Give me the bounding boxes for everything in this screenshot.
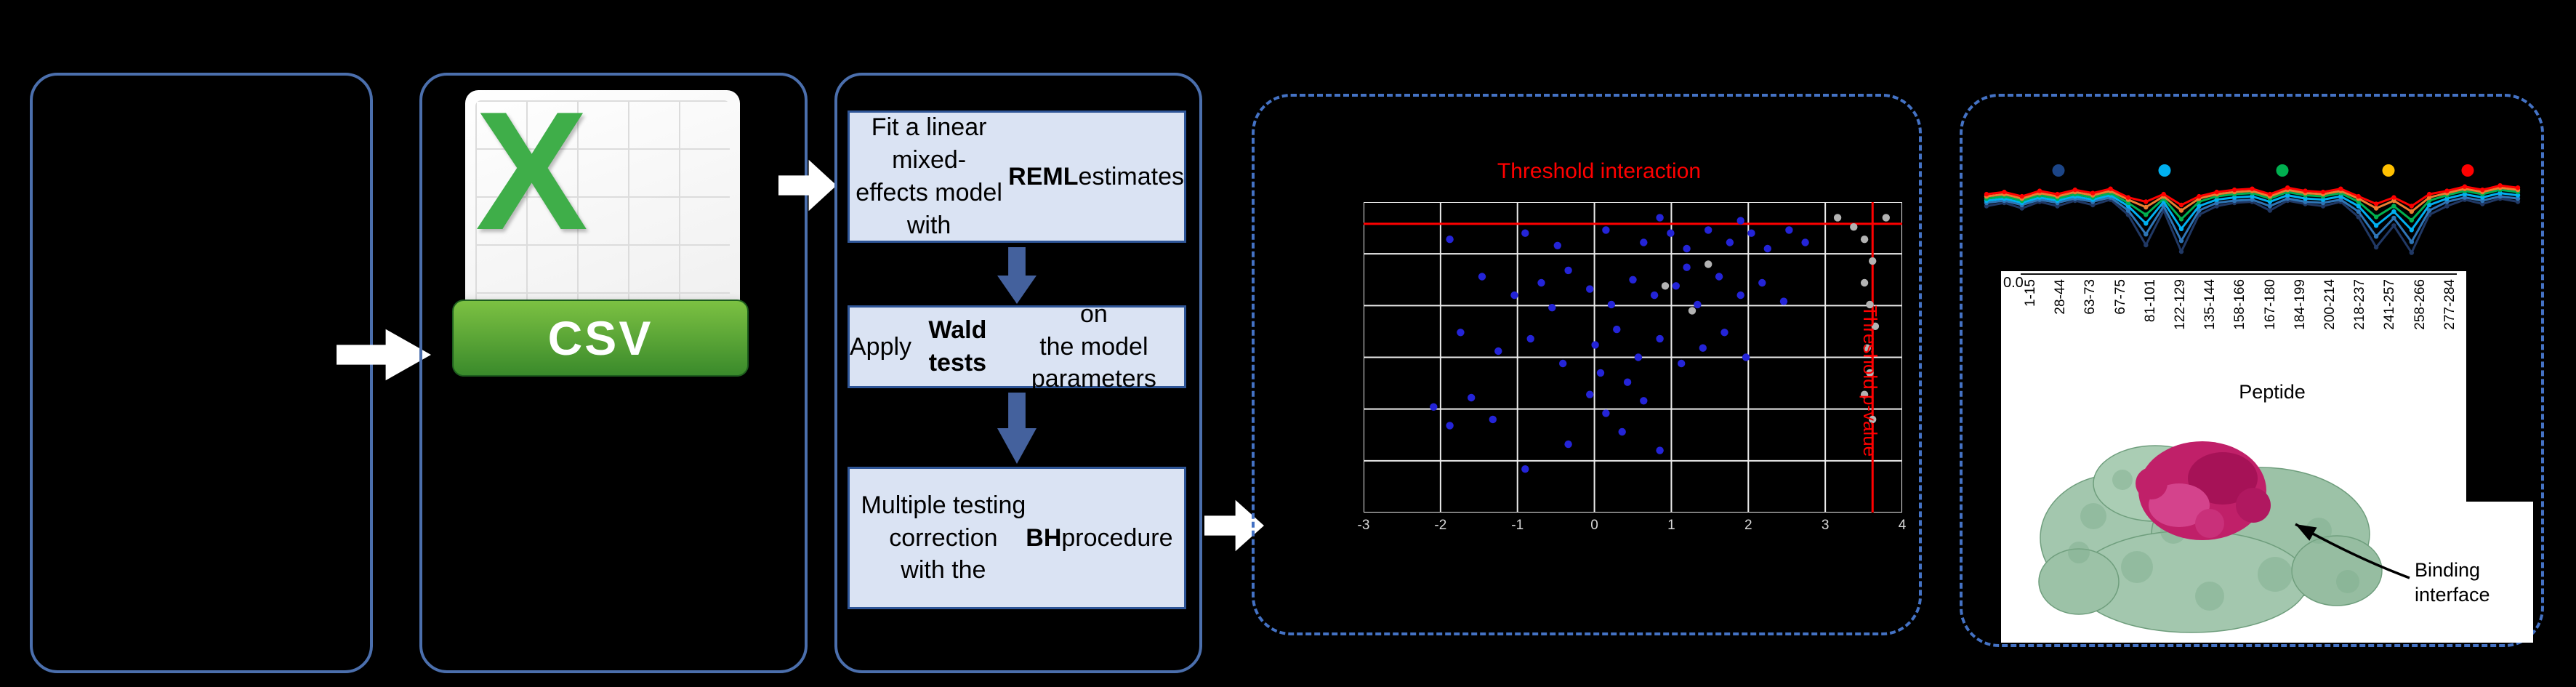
binding-interface-label: Binding interface: [2415, 559, 2490, 606]
protein-structure: [2038, 441, 2383, 633]
scatter-points-significant: [1430, 214, 1809, 473]
deuterium-uptake-chart: [1984, 183, 2521, 255]
step-box-fit-model: Fit a linear mixed- effects model with R…: [848, 111, 1186, 243]
x-tick-label: 2: [1744, 518, 1752, 533]
csv-banner: CSV: [452, 300, 749, 377]
x-tick-label: -3: [1357, 518, 1370, 533]
peptide-tick-label: 135-144: [2202, 279, 2218, 330]
peptide-tick-label: 277-284: [2442, 279, 2458, 330]
timepoint-legend: [1979, 164, 2525, 179]
timepoint-dot-icon: [2052, 164, 2065, 177]
peptide-tick-label: 200-214: [2322, 279, 2338, 330]
volcano-x-axis: -3 -2 -1 0 1 2 3 4: [1358, 518, 1907, 537]
panel-structure-result: [1960, 94, 2544, 647]
peptide-tick-label: 28-44: [2053, 279, 2069, 315]
timepoint-dot-icon: [2461, 164, 2474, 177]
peptide-tick-label: 184-199: [2292, 279, 2308, 330]
step-box-bh-correction: Multiple testing correction with the BH …: [848, 467, 1186, 609]
step-box-wald-tests: Apply Wald tests on the model parameters: [848, 300, 1186, 393]
volcano-plot: [1364, 202, 1902, 513]
peptide-tick-label: 241-257: [2382, 279, 2398, 330]
uptake-y-tick-label: 0.0: [2003, 275, 2024, 291]
x-tick-label: 4: [1898, 518, 1907, 533]
peptide-tick-label: 258-266: [2412, 279, 2428, 330]
threshold-interaction-label: Threshold interaction: [1497, 159, 1702, 183]
uptake-x-axis-line: [2021, 273, 2457, 275]
excel-x-icon: X: [475, 77, 588, 265]
panel-statistical-model: [834, 73, 1202, 673]
panel-csv: [419, 73, 808, 673]
peptide-tick-label: 81-101: [2142, 279, 2158, 323]
panel-volcano-result: [1252, 94, 1922, 635]
binding-region: [2136, 441, 2271, 540]
peptide-axis-title: Peptide: [2239, 381, 2306, 403]
x-tick-label: -1: [1511, 518, 1524, 533]
x-tick-label: 3: [1821, 518, 1830, 533]
peptide-tick-label: 122-129: [2173, 279, 2189, 330]
x-tick-label: -2: [1434, 518, 1447, 533]
structure-image-background: [2466, 502, 2533, 643]
peptide-axis: 1-15 28-44 63-73 67-75 81-101 122-129 135-144 1…: [2023, 279, 2458, 381]
peptide-tick-label: 167-180: [2262, 279, 2278, 330]
peptide-tick-label: 67-75: [2112, 279, 2128, 315]
peptide-tick-label: 1-15: [2023, 279, 2038, 308]
timepoint-dot-icon: [2158, 164, 2171, 177]
threshold-pvalue-label: Threshold p-value: [1859, 305, 1881, 457]
binding-interface-arrow-icon: [2295, 523, 2410, 579]
peptide-tick-label: 63-73: [2082, 279, 2098, 315]
peptide-tick-label: 218-237: [2352, 279, 2368, 330]
timepoint-dot-icon: [2382, 164, 2395, 177]
timepoint-dot-icon: [2276, 164, 2289, 177]
panel-input: [30, 73, 373, 673]
peptide-tick-label: 158-166: [2232, 279, 2248, 330]
x-tick-label: 1: [1667, 518, 1675, 533]
scatter-points-not-significant: [1661, 214, 1890, 424]
x-tick-label: 0: [1590, 518, 1598, 533]
